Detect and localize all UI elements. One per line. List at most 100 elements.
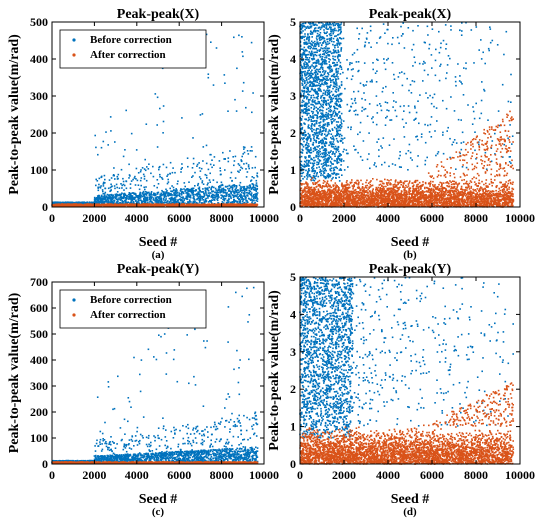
data-point: [98, 183, 100, 186]
data-point: [475, 158, 477, 160]
data-point: [307, 53, 309, 56]
data-point: [115, 196, 117, 199]
data-point: [338, 98, 340, 100]
data-point: [163, 199, 165, 201]
data-point: [145, 204, 148, 206]
data-point: [311, 58, 313, 60]
data-point: [103, 198, 106, 200]
y-tick-label: 400: [30, 52, 48, 66]
data-point: [231, 188, 234, 191]
data-point: [59, 203, 61, 206]
data-point: [414, 118, 416, 120]
data-point: [126, 205, 129, 208]
data-point: [241, 189, 243, 192]
data-point: [114, 193, 117, 196]
data-point: [309, 149, 312, 152]
data-point: [150, 193, 152, 196]
data-point: [337, 132, 340, 135]
data-point: [114, 187, 116, 190]
data-point: [318, 125, 320, 127]
data-point: [306, 90, 309, 93]
data-point: [64, 203, 66, 205]
data-point: [483, 90, 486, 92]
data-point: [314, 30, 317, 33]
data-point: [331, 122, 333, 125]
data-point: [299, 172, 302, 175]
data-point: [325, 138, 328, 140]
data-point: [307, 125, 309, 128]
data-point: [359, 121, 362, 124]
data-point: [327, 75, 329, 78]
data-point: [216, 195, 219, 198]
data-point: [212, 84, 215, 86]
data-point: [192, 194, 194, 196]
data-point: [361, 97, 363, 100]
data-point: [224, 189, 226, 191]
data-point: [299, 28, 302, 30]
data-point: [208, 204, 210, 207]
data-point: [230, 197, 232, 200]
x-tick-label: 0: [49, 211, 55, 225]
data-point: [209, 205, 211, 207]
data-point: [303, 163, 306, 166]
data-point: [156, 198, 159, 201]
data-point: [246, 171, 249, 173]
data-point: [312, 120, 314, 123]
data-point: [196, 202, 199, 205]
data-point: [174, 190, 177, 192]
data-point: [325, 129, 327, 131]
data-point: [224, 192, 226, 194]
data-point: [310, 53, 313, 55]
data-point: [442, 134, 444, 136]
data-point: [319, 128, 321, 131]
data-point: [417, 25, 419, 27]
data-point: [335, 177, 337, 179]
data-point: [300, 118, 303, 120]
data-point: [374, 162, 376, 164]
data-point: [243, 187, 245, 190]
data-point: [307, 47, 310, 49]
data-point: [203, 194, 206, 197]
data-point: [247, 201, 249, 204]
data-point: [330, 38, 332, 41]
data-point: [332, 87, 334, 90]
data-point: [307, 169, 310, 171]
data-point: [140, 194, 142, 197]
data-point: [313, 156, 315, 159]
data-point: [205, 200, 208, 202]
data-point: [224, 82, 226, 84]
data-point: [300, 64, 302, 66]
data-point: [319, 80, 321, 83]
data-point: [315, 154, 317, 157]
data-point: [187, 205, 190, 207]
data-point: [480, 58, 483, 60]
data-point: [316, 115, 318, 117]
data-point: [225, 205, 227, 208]
data-point: [218, 204, 221, 207]
data-point: [503, 143, 506, 146]
data-point: [330, 109, 333, 112]
data-point: [336, 130, 338, 133]
data-point: [136, 179, 139, 182]
data-point: [139, 197, 142, 199]
data-point: [73, 203, 75, 206]
data-point: [155, 200, 158, 202]
data-point: [364, 108, 367, 110]
data-point: [240, 159, 242, 161]
data-point: [322, 71, 324, 73]
data-point: [322, 149, 325, 152]
data-point: [324, 150, 327, 153]
data-point: [335, 137, 338, 140]
data-point: [323, 60, 325, 62]
data-point: [332, 78, 334, 81]
data-point: [309, 162, 312, 164]
data-point: [340, 47, 343, 49]
data-point: [303, 46, 306, 49]
data-point: [337, 55, 340, 57]
data-point: [187, 165, 189, 168]
data-point: [157, 183, 160, 185]
data-point: [201, 180, 204, 182]
data-point: [326, 22, 329, 24]
data-point: [327, 159, 329, 162]
